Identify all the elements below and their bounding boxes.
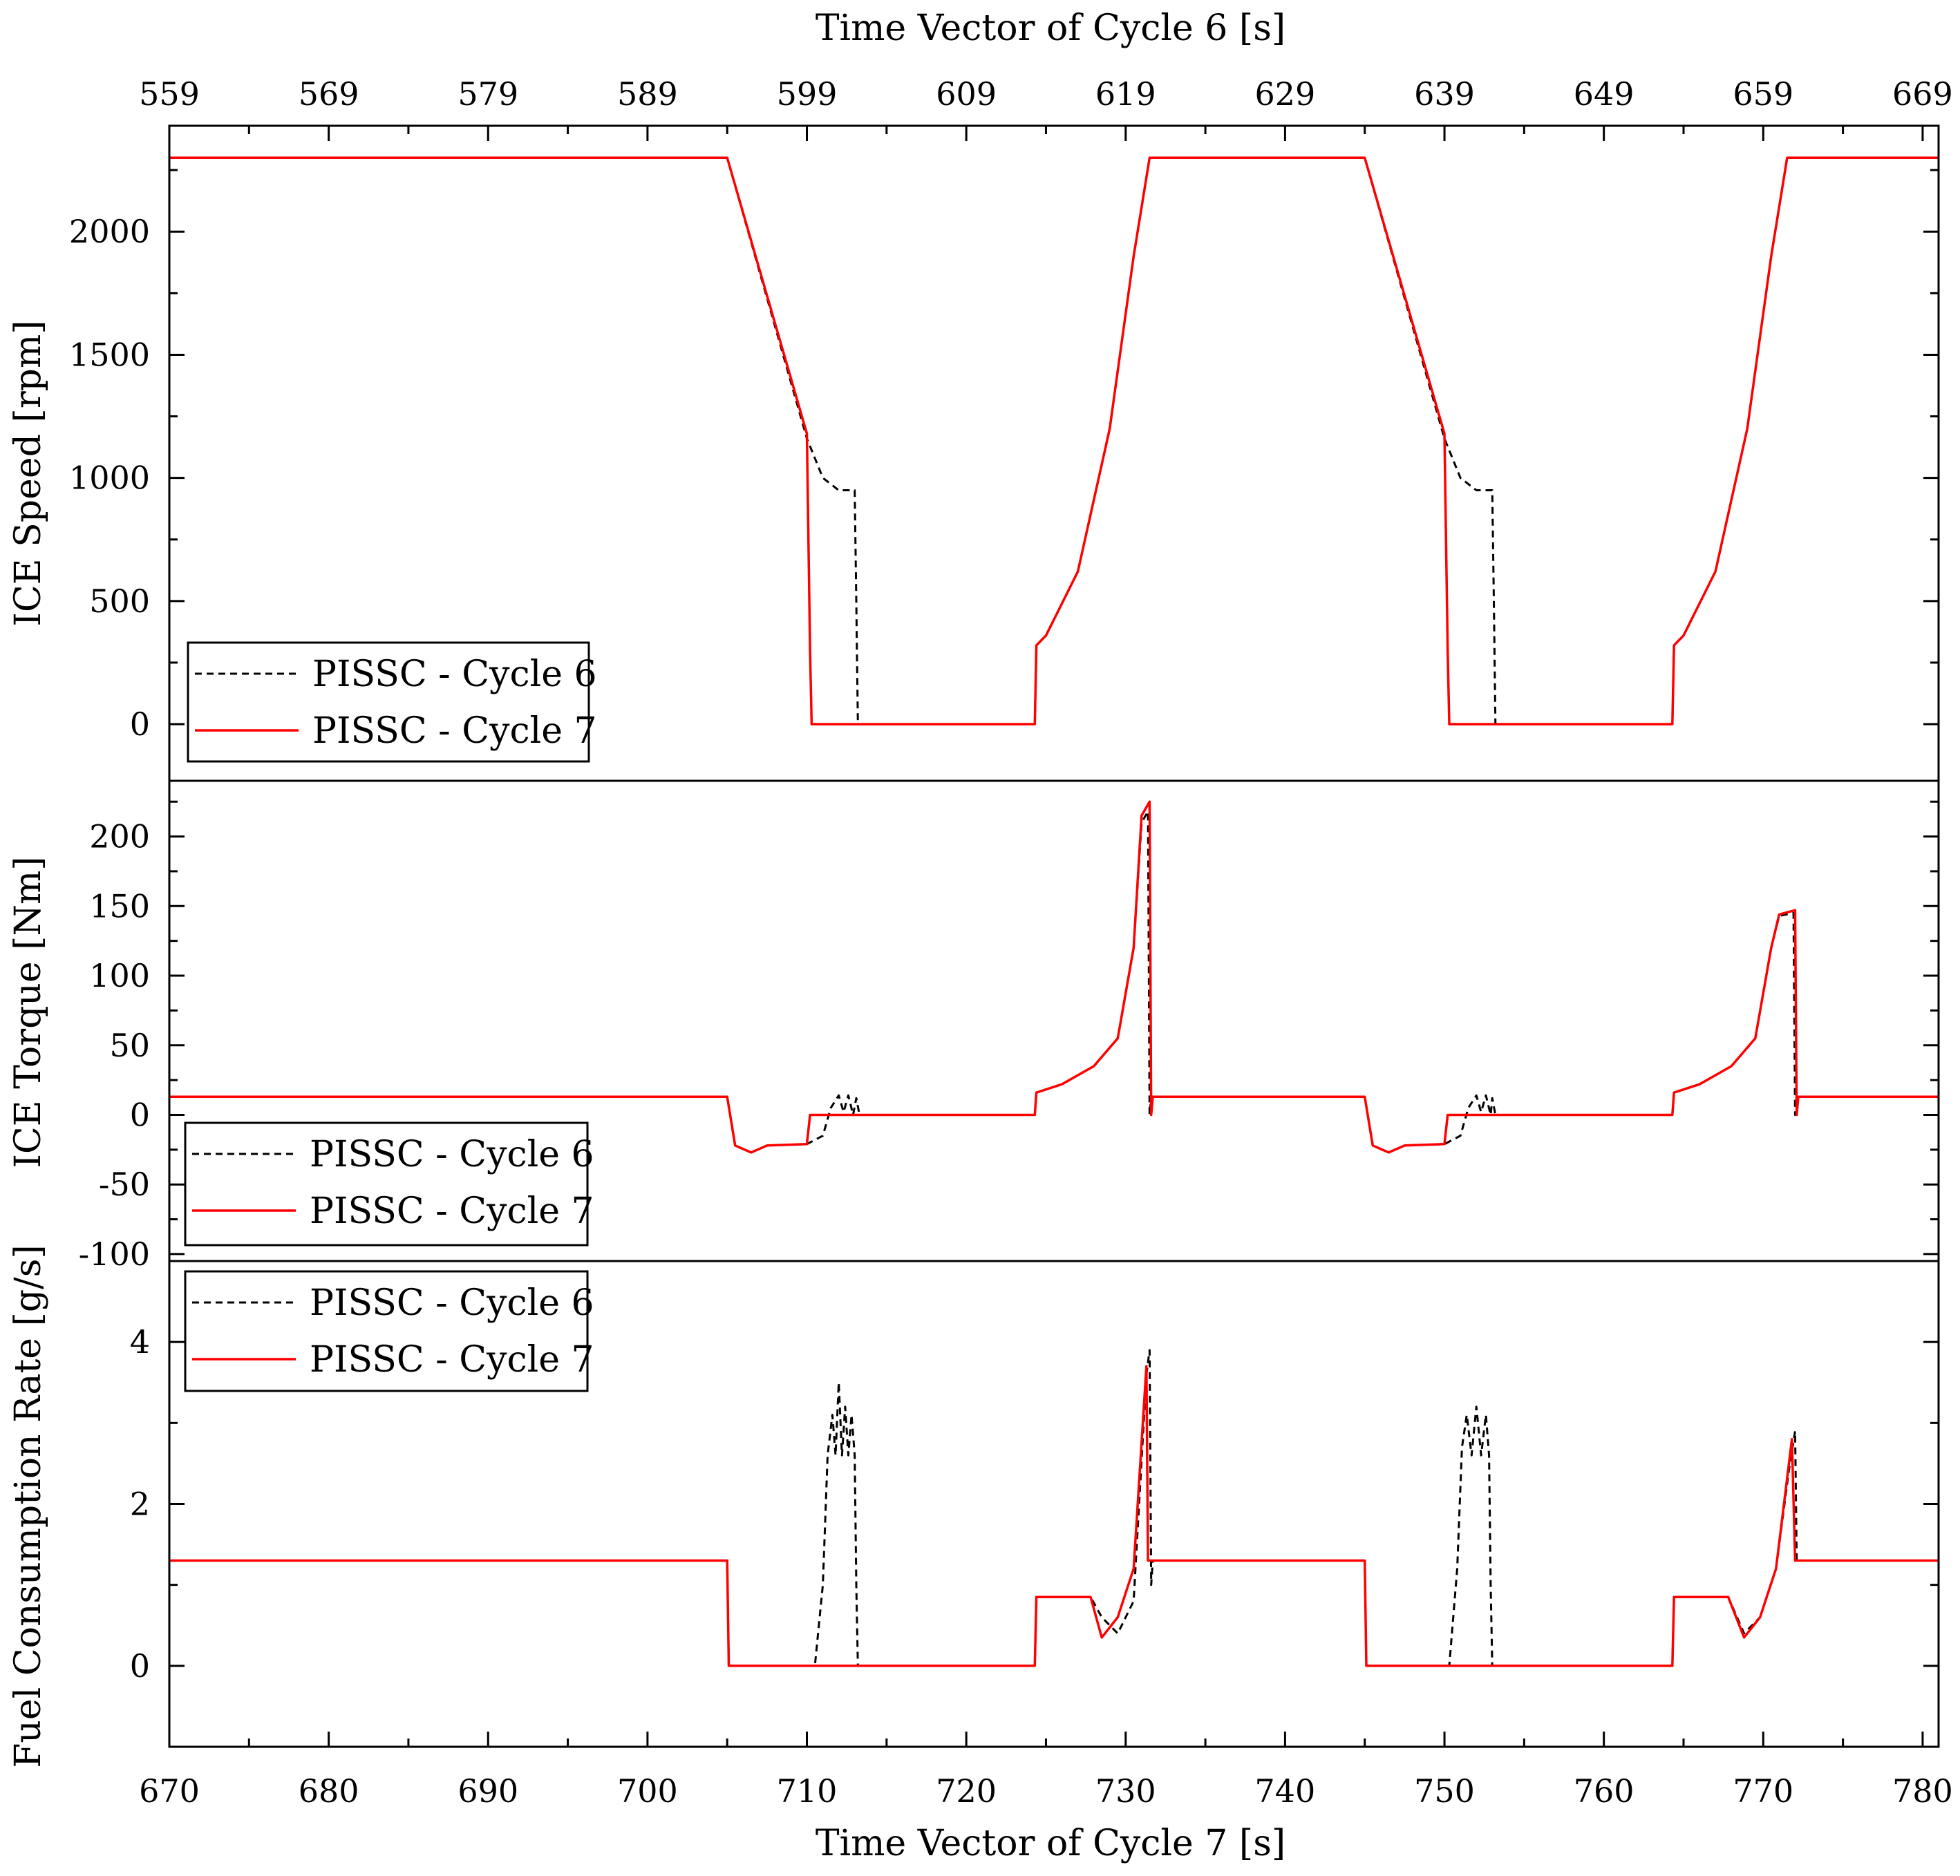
fuel-panel: 0 2 4 PISSC - Cycle 6 PISSC - Cycle 7 [130, 1260, 1940, 1748]
bottom-xtick-label: 740 [1255, 1772, 1316, 1810]
bottom-xtick-label: 780 [1892, 1772, 1953, 1810]
bottom-xtick-label: 720 [936, 1772, 997, 1810]
fuel-ytick-label: 0 [130, 1647, 150, 1685]
bottom-axis-title: Time Vector of Cycle 7 [s] [816, 1823, 1285, 1864]
fuel-frame [168, 1260, 1940, 1748]
shared-axes: 670 680 690 700 710 720 730 740 750 760 770 780 559 5… [139, 75, 1953, 1810]
bottom-xtick-label: 730 [1095, 1772, 1156, 1810]
top-xtick-label: 669 [1892, 75, 1953, 113]
fuel-series-cycle7 [169, 1365, 1939, 1667]
torque-ytick-label: 50 [109, 1027, 150, 1064]
torque-series-cycle7 [169, 800, 1939, 1154]
speed-series-cycle6 [169, 156, 1939, 726]
speed-legend-label: PISSC - Cycle 7 [312, 710, 597, 752]
bottom-xtick-label: 680 [299, 1772, 359, 1810]
top-xtick-label: 619 [1095, 75, 1156, 113]
fuel-legend-label: PISSC - Cycle 6 [310, 1282, 594, 1324]
top-xtick-label: 649 [1574, 75, 1634, 113]
torque-legend: PISSC - Cycle 6 PISSC - Cycle 7 [184, 1121, 594, 1247]
fuel-ytick-label: 4 [130, 1323, 150, 1361]
top-axis-title: Time Vector of Cycle 6 [s] [816, 8, 1285, 49]
speed-ytick-label: 500 [89, 582, 150, 620]
top-xtick-label: 579 [458, 75, 518, 113]
speed-ytick-label: 1000 [69, 459, 150, 497]
top-xtick-label: 629 [1255, 75, 1316, 113]
speed-ylabel: ICE Speed [rpm] [8, 320, 49, 626]
top-xtick-label: 589 [617, 75, 678, 113]
speed-legend: PISSC - Cycle 6 PISSC - Cycle 7 [187, 641, 597, 763]
torque-legend-label: PISSC - Cycle 6 [310, 1134, 594, 1175]
top-xtick-label: 599 [777, 75, 838, 113]
bottom-xtick-label: 700 [617, 1772, 678, 1810]
speed-series-cycle7 [169, 156, 1939, 726]
fuel-legend-label: PISSC - Cycle 7 [310, 1339, 594, 1381]
top-xtick-label: 659 [1733, 75, 1793, 113]
bottom-xtick-label: 670 [139, 1772, 200, 1810]
torque-ytick-label: -100 [79, 1235, 150, 1273]
bottom-xtick-label: 770 [1733, 1772, 1793, 1810]
bottom-xtick-label: 750 [1414, 1772, 1475, 1810]
speed-ytick-label: 2000 [69, 213, 150, 250]
torque-ytick-label: -50 [99, 1166, 150, 1203]
torque-ytick-label: 200 [89, 818, 150, 855]
fuel-legend: PISSC - Cycle 6 PISSC - Cycle 7 [184, 1270, 594, 1392]
speed-legend-label: PISSC - Cycle 6 [312, 654, 597, 695]
top-xtick-label: 559 [139, 75, 200, 113]
bottom-xtick-label: 760 [1574, 1772, 1634, 1810]
bottom-xtick-label: 690 [458, 1772, 518, 1810]
torque-ytick-label: 150 [89, 887, 150, 925]
torque-legend-label: PISSC - Cycle 7 [310, 1191, 594, 1232]
torque-ytick-label: 100 [89, 957, 150, 994]
bottom-xtick-label: 710 [777, 1772, 838, 1810]
torque-ylabel: ICE Torque [Nm] [8, 856, 49, 1168]
fuel-ytick-label: 2 [130, 1486, 150, 1523]
fuel-ylabel: Fuel Consumption Rate [g/s] [8, 1244, 49, 1768]
speed-ytick-label: 1500 [69, 336, 150, 373]
top-xtick-label: 609 [936, 75, 997, 113]
torque-ytick-label: 0 [130, 1096, 150, 1133]
speed-ytick-label: 0 [130, 705, 150, 743]
top-xtick-label: 569 [299, 75, 359, 113]
top-xtick-label: 639 [1414, 75, 1475, 113]
